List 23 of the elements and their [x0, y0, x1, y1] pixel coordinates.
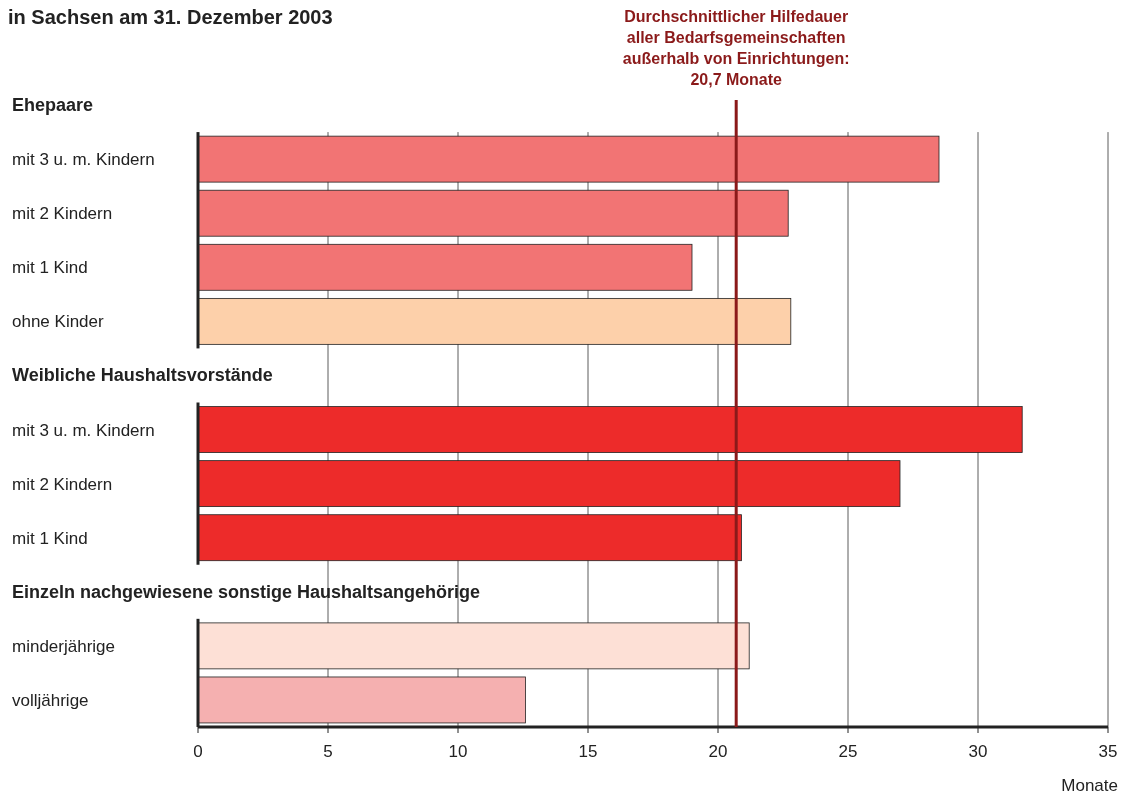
y-tick-label: Einzeln nachgewiesene sonstige Haushaltsangehörige	[12, 581, 481, 602]
x-tick-label: 0	[193, 742, 203, 761]
y-tick-label: mit 1 Kind	[12, 258, 88, 278]
x-tick-label: 35	[1098, 742, 1118, 761]
y-tick-label: mit 2 Kindern	[12, 474, 113, 494]
y-tick-label: Weibliche Haushaltsvorstände	[12, 365, 273, 386]
y-tick-label: Ehepaare	[12, 95, 94, 116]
y-tick-label: mit 2 Kindern	[12, 204, 113, 224]
x-axis-title: Monate	[1061, 776, 1118, 795]
y-tick-label: ohne Kinder	[12, 312, 105, 332]
x-tick-label: 25	[838, 742, 858, 761]
x-tick-label: 10	[448, 742, 468, 761]
y-tick-label: mit 3 u. m. Kindern	[12, 420, 155, 440]
ref-line-label: Durchschnittlicher Hilfedauer aller Bedarfsgemeinschaften außerhalb von Einrichtungen: 20,7 Monate	[622, 8, 850, 88]
x-tick-label: 15	[578, 742, 598, 761]
y-tick-label: minderjährige	[12, 636, 115, 656]
y-tick-label: volljährige	[12, 690, 89, 710]
chart-title: in Sachsen am 31. Dezember 2003	[8, 6, 333, 28]
x-tick-label: 5	[323, 742, 333, 761]
y-tick-label: mit 1 Kind	[12, 528, 88, 548]
x-tick-label: 20	[708, 742, 728, 761]
x-tick-label: 30	[968, 742, 988, 761]
y-tick-label: mit 3 u. m. Kindern	[12, 150, 155, 170]
